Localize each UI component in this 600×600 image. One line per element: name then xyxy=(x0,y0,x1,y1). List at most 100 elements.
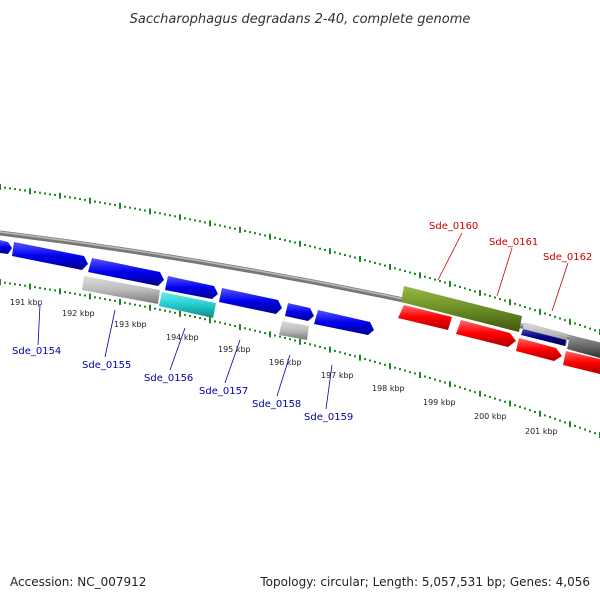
minor-tick xyxy=(114,299,116,302)
major-tick xyxy=(299,338,301,345)
minor-tick xyxy=(154,211,156,214)
gene-arrow-red-3[interactable] xyxy=(516,338,562,361)
major-tick xyxy=(239,226,241,233)
minor-tick xyxy=(169,310,171,313)
scale-label: 199 kbp xyxy=(423,398,456,407)
minor-tick xyxy=(339,351,341,354)
major-tick xyxy=(419,372,421,378)
minor-tick xyxy=(429,377,431,379)
gene-label-sde-0159[interactable]: Sde_0159 xyxy=(304,412,353,423)
gene-label-sde-0162[interactable]: Sde_0162 xyxy=(543,252,592,263)
minor-tick xyxy=(194,316,196,318)
scale-label: 195 kbp xyxy=(218,345,251,354)
minor-tick xyxy=(414,372,416,375)
minor-tick xyxy=(344,254,346,256)
gene-label-sde-0155[interactable]: Sde_0155 xyxy=(82,360,131,371)
minor-tick xyxy=(104,202,106,205)
minor-tick xyxy=(139,304,141,307)
minor-tick xyxy=(229,323,231,326)
gene-block-sde-0160[interactable] xyxy=(401,286,522,332)
gene-arrow-sde-0158[interactable] xyxy=(285,303,314,321)
minor-tick xyxy=(24,284,26,287)
major-tick xyxy=(509,299,511,306)
gene-block-navy[interactable] xyxy=(521,329,566,346)
minor-tick xyxy=(319,345,321,348)
minor-tick xyxy=(199,220,201,223)
gene-arrow-sde-0154[interactable] xyxy=(12,242,88,270)
minor-tick xyxy=(464,287,466,290)
minor-tick xyxy=(49,193,51,196)
gene-block-sde-0162[interactable] xyxy=(567,335,600,358)
gene-label-sde-0154[interactable]: Sde_0154 xyxy=(12,346,61,357)
minor-tick xyxy=(594,329,596,332)
major-tick xyxy=(119,202,121,209)
gene-arrow-sde-0155[interactable] xyxy=(88,258,164,286)
minor-tick xyxy=(284,239,286,242)
minor-tick xyxy=(544,312,546,315)
genome-summary-text: Topology: circular; Length: 5,057,531 bp… xyxy=(259,575,590,589)
genes-right xyxy=(398,286,600,374)
minor-tick xyxy=(579,324,581,327)
minor-tick xyxy=(34,286,36,289)
gene-block-gray-2[interactable] xyxy=(279,321,309,340)
minor-tick xyxy=(384,264,386,267)
gene-arrow-red-1[interactable] xyxy=(398,305,452,330)
minor-tick xyxy=(219,321,221,324)
minor-tick xyxy=(284,337,286,339)
minor-tick xyxy=(574,322,576,325)
minor-tick xyxy=(369,359,371,362)
gene-arrow-sde-0156[interactable] xyxy=(165,276,218,299)
major-tick xyxy=(29,283,31,290)
gene-block-gray-1[interactable] xyxy=(82,276,160,304)
major-tick xyxy=(389,363,391,370)
minor-tick xyxy=(99,297,101,300)
minor-tick xyxy=(559,317,561,320)
minor-tick xyxy=(289,338,291,341)
minor-tick xyxy=(514,302,516,305)
gene-arrow-red-2[interactable] xyxy=(456,320,516,347)
major-tick xyxy=(539,410,541,417)
gene-label-sde-0158[interactable]: Sde_0158 xyxy=(252,399,301,410)
minor-tick xyxy=(109,299,111,301)
minor-tick xyxy=(344,352,346,355)
minor-tick xyxy=(589,327,591,330)
minor-tick xyxy=(404,270,406,273)
minor-tick xyxy=(114,204,116,206)
minor-tick xyxy=(249,231,251,234)
minor-tick xyxy=(69,196,71,199)
major-tick xyxy=(359,255,361,262)
minor-tick xyxy=(319,247,321,250)
gene-arrow-sde-0159[interactable] xyxy=(314,310,374,335)
minor-tick xyxy=(374,261,376,264)
minor-tick xyxy=(574,424,576,427)
scale-label: 198 kbp xyxy=(372,384,405,393)
gene-arrow-sde-0153[interactable] xyxy=(0,240,12,254)
minor-tick xyxy=(349,354,351,356)
minor-tick xyxy=(124,205,126,208)
scale-label: 197 kbp xyxy=(321,371,354,380)
gene-arrow-red-4[interactable] xyxy=(563,351,600,374)
minor-tick xyxy=(9,187,11,190)
major-tick xyxy=(209,317,211,324)
minor-tick xyxy=(364,259,366,262)
major-tick xyxy=(0,279,1,285)
minor-tick xyxy=(379,263,381,266)
gene-label-sde-0161[interactable]: Sde_0161 xyxy=(489,237,538,248)
major-tick xyxy=(59,288,61,295)
scale-label: 192 kbp xyxy=(62,309,95,318)
minor-tick xyxy=(434,278,436,281)
map-title: Saccharophagus degradans 2-40, complete … xyxy=(130,12,471,27)
minor-tick xyxy=(589,430,591,433)
gene-arrow-sde-0157[interactable] xyxy=(219,288,282,314)
minor-tick xyxy=(349,255,351,258)
gene-label-sde-0160[interactable]: Sde_0160 xyxy=(429,221,478,232)
minor-tick xyxy=(259,233,261,236)
gene-label-sde-0157[interactable]: Sde_0157 xyxy=(199,386,248,397)
major-tick xyxy=(179,214,181,221)
minor-tick xyxy=(504,299,506,302)
gene-block-cyan[interactable] xyxy=(159,292,216,318)
minor-tick xyxy=(219,224,221,227)
minor-tick xyxy=(444,281,446,284)
reverse-genes-inner xyxy=(82,276,309,340)
gene-label-sde-0156[interactable]: Sde_0156 xyxy=(144,373,193,384)
